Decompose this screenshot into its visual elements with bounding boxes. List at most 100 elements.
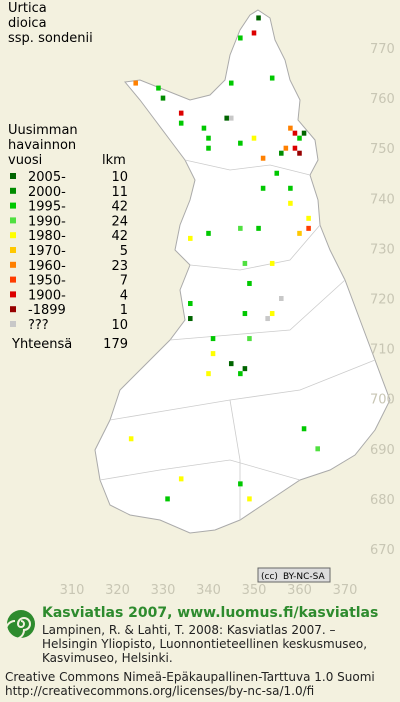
badge-text: BY-NC-SA: [283, 572, 326, 582]
legend-count: 5: [120, 244, 128, 259]
record-square: [228, 115, 234, 121]
record-square: [210, 351, 216, 357]
record-square: [242, 366, 248, 372]
legend-label: 1960-: [28, 259, 66, 274]
record-square: [165, 496, 170, 502]
record-square: [188, 235, 193, 241]
record-square: [210, 336, 216, 342]
record-square: [133, 80, 138, 86]
legend-label: 2000-: [28, 185, 66, 200]
legend-swatch: [10, 291, 16, 298]
legend-count: 23: [111, 259, 128, 274]
citation: Kasvimuseo, Helsinki.: [42, 651, 173, 665]
record-square: [279, 295, 284, 302]
badge-text: (cc): [261, 572, 278, 582]
legend-count: 42: [111, 200, 128, 215]
brand: Kasviatlas 2007, www.luomus.fi/kasviatla…: [42, 605, 378, 621]
x-tick-label: 360: [287, 583, 312, 598]
legend-swatch: [10, 232, 16, 239]
total-label: Yhteensä: [11, 337, 72, 352]
y-tick-label: 690: [370, 443, 395, 458]
record-square: [288, 125, 293, 131]
legend-swatch: [10, 187, 16, 194]
record-square: [188, 301, 193, 307]
record-square: [247, 336, 252, 342]
y-tick-label: 700: [370, 393, 395, 408]
species-title: dioica: [8, 16, 47, 31]
record-square: [283, 145, 289, 151]
record-square: [251, 135, 257, 141]
record-square: [238, 371, 243, 377]
record-square: [242, 311, 248, 317]
record-square: [228, 361, 234, 367]
citation: Lampinen, R. & Lahti, T. 2008: Kasviatla…: [42, 623, 336, 637]
x-tick-label: 310: [60, 583, 85, 598]
legend-count: 24: [111, 214, 128, 229]
x-tick-label: 320: [105, 583, 130, 598]
record-square: [238, 481, 243, 487]
record-square: [256, 15, 261, 21]
citation: Helsingin Yliopisto, Luonnontieteellinen…: [42, 637, 367, 651]
record-square: [306, 215, 311, 221]
x-tick-label: 350: [242, 583, 267, 598]
record-square: [301, 130, 307, 136]
record-square: [156, 85, 161, 91]
record-square: [297, 230, 302, 236]
record-square: [188, 316, 193, 322]
legend-swatch: [10, 261, 16, 268]
record-square: [288, 185, 293, 191]
record-square: [260, 155, 266, 161]
record-square: [297, 150, 302, 156]
legend-count: 10: [111, 170, 128, 185]
record-square: [178, 476, 184, 482]
record-square: [224, 115, 229, 121]
record-square: [251, 30, 257, 36]
legend-count: 42: [111, 229, 128, 244]
record-square: [297, 135, 302, 141]
record-square: [206, 371, 211, 377]
legend-label: 1990-: [28, 214, 66, 229]
region-borders: [99, 159, 376, 520]
record-square: [269, 311, 275, 317]
legend-swatch: [10, 202, 16, 209]
record-square: [228, 80, 234, 86]
x-tick-label: 340: [196, 583, 221, 598]
record-square: [206, 230, 211, 236]
record-square: [306, 225, 311, 231]
legend-swatch: [10, 173, 16, 179]
legend-label: 1970-: [28, 244, 66, 259]
legend-swatch: [10, 321, 16, 327]
y-tick-label: 730: [370, 242, 395, 257]
total-count: 179: [103, 337, 128, 352]
record-square: [247, 496, 252, 502]
record-square: [292, 130, 298, 136]
legend-label: 2005-: [28, 170, 66, 185]
y-tick-label: 760: [370, 92, 395, 107]
y-tick-label: 770: [370, 42, 395, 57]
record-square: [160, 95, 166, 101]
license-badge: (cc) BY-NC-SA: [257, 567, 331, 583]
legend-swatch: [10, 306, 16, 313]
x-tick-label: 370: [333, 583, 358, 598]
legend-heading: vuosi: [8, 153, 42, 168]
record-square: [128, 436, 134, 442]
legend-label: 1980-: [28, 229, 66, 244]
legend-swatch: [10, 247, 16, 253]
y-tick-label: 720: [370, 293, 395, 308]
record-square: [238, 225, 243, 231]
record-square: [206, 145, 211, 151]
record-square: [238, 35, 243, 41]
species-title: ssp. sondenii: [8, 31, 93, 46]
record-square: [242, 260, 248, 266]
record-square: [201, 125, 207, 131]
record-square: [256, 225, 261, 231]
legend-swatch: [10, 217, 16, 224]
record-square: [292, 145, 298, 151]
species-title: Urtica: [8, 1, 47, 16]
y-tick-label: 740: [370, 192, 395, 207]
legend-heading: lkm: [102, 153, 126, 168]
x-tick-label: 330: [151, 583, 176, 598]
legend-label: ???: [28, 318, 49, 333]
legend-count: 4: [120, 288, 128, 303]
